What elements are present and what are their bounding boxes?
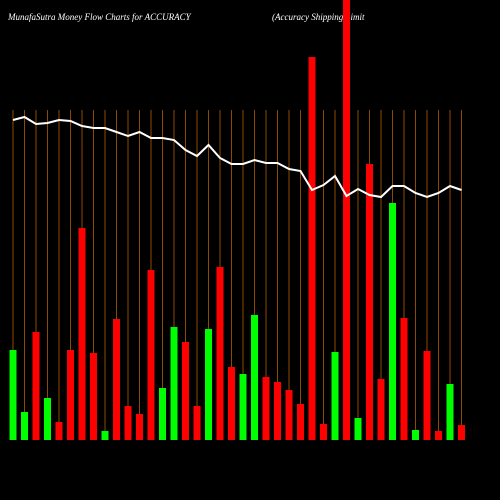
money-flow-line: [12, 115, 462, 199]
bar: [101, 431, 109, 440]
bar: [412, 430, 419, 440]
chart-title: MunafaSutra Money Flow Charts for ACCURA…: [7, 12, 192, 22]
bar: [389, 203, 396, 440]
bar: [193, 406, 201, 440]
bar: [377, 379, 385, 440]
bar: [228, 367, 235, 440]
bar: [90, 353, 97, 440]
bar: [274, 382, 281, 440]
bar: [435, 431, 442, 440]
bar: [239, 374, 247, 440]
bar: [251, 315, 258, 440]
bar: [458, 425, 465, 440]
bar: [147, 270, 155, 440]
bar: [320, 424, 327, 440]
bar: [343, 0, 350, 440]
bar: [55, 422, 63, 440]
bar: [308, 57, 316, 440]
bar: [205, 329, 212, 440]
bar: [124, 406, 132, 440]
bar: [44, 398, 51, 440]
bar: [446, 384, 454, 440]
bar: [331, 352, 339, 440]
bar: [170, 327, 178, 440]
bar: [423, 351, 431, 440]
chart-subtitle: (Accuracy Shipping Limit: [272, 12, 365, 22]
bar: [159, 388, 166, 440]
bar: [78, 228, 86, 440]
bar: [400, 318, 408, 440]
bar: [113, 319, 120, 440]
bar: [136, 414, 143, 440]
bar: [262, 377, 270, 440]
bar: [9, 350, 17, 440]
bar: [366, 164, 373, 440]
bar: [67, 350, 74, 440]
bar: [32, 332, 40, 440]
bar: [354, 418, 362, 440]
bar: [21, 412, 28, 440]
bar: [297, 404, 304, 440]
bar: [285, 390, 293, 440]
bar: [216, 267, 224, 440]
bar: [182, 342, 189, 440]
